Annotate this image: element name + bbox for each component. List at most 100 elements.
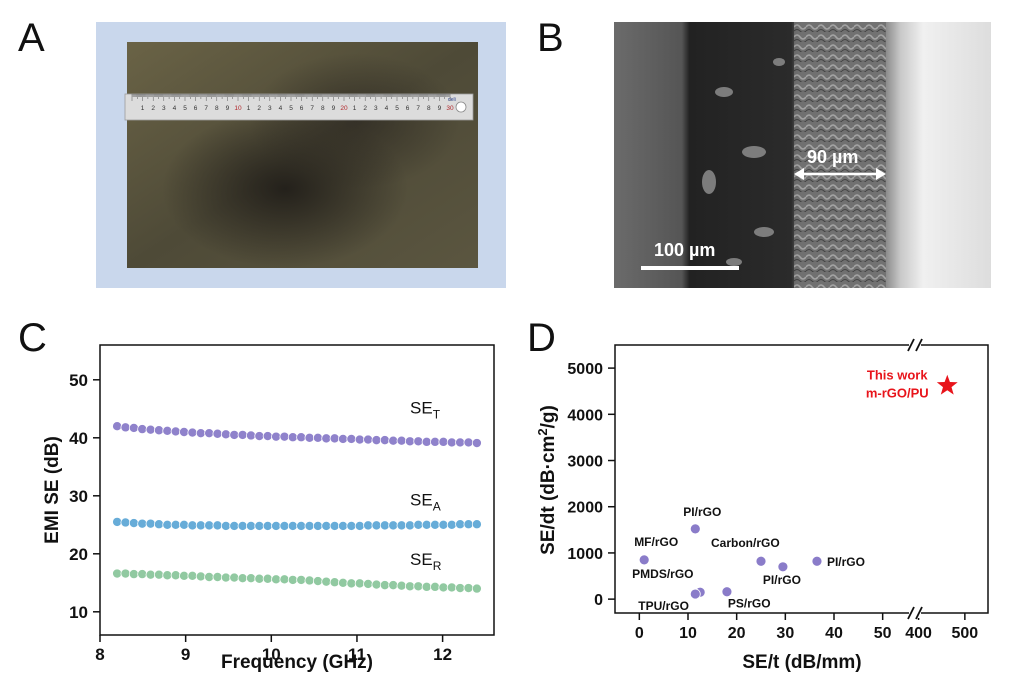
ruler-cm-label: 2 <box>363 105 367 112</box>
chart-c-point <box>262 431 273 442</box>
this-work-label: This work <box>867 368 928 383</box>
chart-c-x-tick-label: 8 <box>95 645 104 664</box>
chart-c-point <box>287 520 298 531</box>
chart-c-point <box>304 432 315 443</box>
chart-c-point <box>388 580 399 591</box>
chart-c-point <box>112 516 123 527</box>
ruler-cm-label: 9 <box>226 105 230 112</box>
chart-c-point <box>170 570 181 581</box>
chart-c-point <box>212 520 223 531</box>
chart-c-series-label: SEA <box>410 491 441 514</box>
chart-c-point <box>463 583 474 594</box>
chart-c-point <box>170 426 181 437</box>
chart-c-xlabel: Frequency (GHz) <box>221 652 373 673</box>
chart-c-point <box>396 520 407 531</box>
chart-d-ylabel-tail: /g) <box>538 405 559 428</box>
chart-c-point <box>212 571 223 582</box>
chart-c-point <box>304 575 315 586</box>
ruler-cm-label: 3 <box>268 105 272 112</box>
chart-c-point <box>279 520 290 531</box>
chart-d-point-label: PI/rGO <box>683 505 721 519</box>
chart-c-point <box>137 569 148 580</box>
chart-c-point <box>363 434 374 445</box>
chart-c-point <box>346 520 357 531</box>
axis-break-mark <box>907 338 915 352</box>
chart-c-point <box>430 519 441 530</box>
chart-c-point <box>421 581 432 592</box>
chart-c-point <box>371 435 382 446</box>
axis-break-mark <box>915 606 923 620</box>
ruler-cm-label: 4 <box>385 105 389 112</box>
scale-bar-label: 100 µm <box>654 240 715 260</box>
emi-se-chart: 8 9 10 11 12 10 20 30 40 50 Frequency (GHz) EMI S… <box>42 344 495 673</box>
chart-d-y-tick-label: 4000 <box>567 407 603 424</box>
chart-c-point <box>471 519 482 530</box>
chart-c-point <box>446 437 457 448</box>
chart-c-y-tick-label: 10 <box>69 603 88 622</box>
chart-d-point <box>689 588 701 600</box>
chart-c-point <box>195 571 206 582</box>
chart-c-point <box>329 433 340 444</box>
chart-c-point <box>279 431 290 442</box>
chart-c-point <box>179 570 190 581</box>
chart-d-x-tick-label: 0 <box>635 625 644 642</box>
film-cross-section <box>794 22 886 288</box>
chart-c-point <box>187 570 198 581</box>
chart-d-point-label: Carbon/rGO <box>711 536 780 550</box>
chart-c-point <box>245 430 256 441</box>
chart-c-point <box>120 422 131 433</box>
chart-c-point <box>421 519 432 530</box>
chart-c-point <box>287 432 298 443</box>
chart-c-point <box>354 578 365 589</box>
film-photo: deli 1 2 3 4 5 6 7 8 9 10 1 2 3 4 5 6 7 8 9 20 1 2 3 4 5 6 7 8 9 30 <box>96 22 506 288</box>
chart-d-y-tick-label: 0 <box>594 592 603 609</box>
ruler-cm-label: 2 <box>151 105 155 112</box>
ruler-cm-label: 30 <box>446 105 454 112</box>
chart-d-point-label: PS/rGO <box>728 597 771 611</box>
ruler-cm-label: 3 <box>162 105 166 112</box>
chart-c-point <box>404 520 415 531</box>
chart-c-point <box>446 582 457 593</box>
this-work-star <box>936 374 958 395</box>
ruler-cm-label: 7 <box>310 105 314 112</box>
chart-d-point-label: PMDS/rGO <box>632 567 693 581</box>
ruler-cm-label: 6 <box>406 105 410 112</box>
chart-c-point <box>413 581 424 592</box>
chart-c-point <box>388 435 399 446</box>
chart-c-point <box>404 436 415 447</box>
ruler-cm-label: 9 <box>332 105 336 112</box>
chart-c-point <box>413 436 424 447</box>
chart-c-ylabel: EMI SE (dB) <box>42 436 63 544</box>
chart-c-point <box>463 437 474 448</box>
chart-d-x-tick-label: 30 <box>776 625 794 642</box>
chart-c-point <box>254 431 265 442</box>
chart-d-point <box>721 586 733 598</box>
chart-c-point <box>346 578 357 589</box>
chart-c-point <box>262 573 273 584</box>
chart-c-point <box>187 427 198 438</box>
chart-c-point <box>455 437 466 448</box>
chart-d-point <box>777 561 789 573</box>
ruler-cm-label: 8 <box>427 105 431 112</box>
chart-c-plot-area <box>99 344 495 636</box>
chart-c-point <box>321 433 332 444</box>
chart-c-point <box>438 436 449 447</box>
axis-break-gap <box>909 340 921 350</box>
chart-c-point <box>120 568 131 579</box>
axis-break-mark <box>907 606 915 620</box>
chart-c-point <box>220 429 231 440</box>
chart-c-point <box>237 429 248 440</box>
chart-c-point <box>471 438 482 449</box>
axis-break-mark <box>915 338 923 352</box>
chart-c-point <box>338 577 349 588</box>
chart-c-y-tick-label: 20 <box>69 545 88 564</box>
chart-d-y-tick-label: 5000 <box>567 361 603 378</box>
ruler-cm-label: 8 <box>321 105 325 112</box>
chart-c-point <box>137 518 148 529</box>
chart-c-point <box>245 520 256 531</box>
chart-c-point <box>338 520 349 531</box>
chart-c-point <box>220 572 231 583</box>
chart-c-point <box>271 520 282 531</box>
chart-c-point <box>463 519 474 530</box>
